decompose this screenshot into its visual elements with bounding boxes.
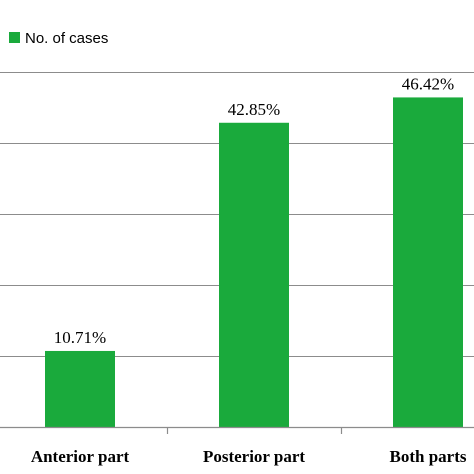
category-label: Anterior part [31,447,130,466]
bars [45,97,463,427]
legend-entry: No. of cases [25,30,108,47]
data-label: 10.71% [54,328,106,347]
bar [393,97,463,427]
bar [45,350,115,427]
bar-labels: 10.71% 42.85% 46.42% [54,74,454,347]
x-ticks [166,427,343,434]
category-label: Posterior part [203,447,305,466]
data-label: 46.42% [402,74,454,93]
bar [219,122,289,427]
category-label: Both parts [390,447,467,466]
category-labels: Anterior part Posterior part Both parts [31,447,467,466]
data-label: 42.85% [228,100,280,119]
legend-swatch [9,32,20,43]
legend: No. of cases [9,30,108,47]
